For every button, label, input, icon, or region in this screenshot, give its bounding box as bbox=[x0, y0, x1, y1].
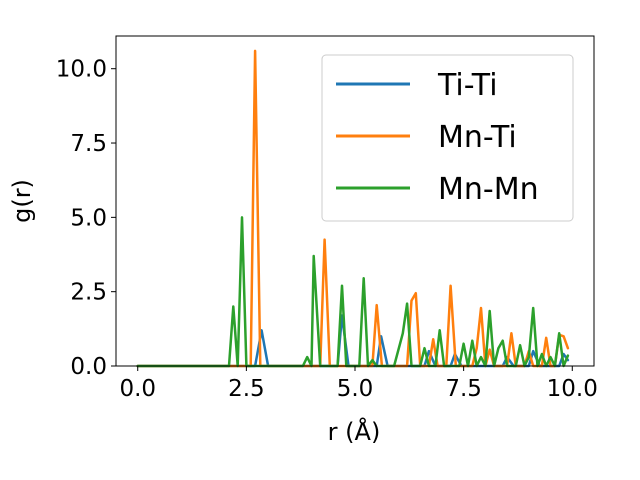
legend-label-mn-ti: Mn-Ti bbox=[438, 120, 517, 155]
x-tick-label: 7.5 bbox=[445, 376, 482, 402]
series-line-mn-mn bbox=[136, 216, 570, 368]
x-tick-label: 2.5 bbox=[228, 376, 265, 402]
x-tick-label: 10.0 bbox=[547, 376, 598, 402]
legend-box bbox=[321, 54, 574, 222]
y-axis-label: g(r) bbox=[8, 179, 36, 223]
y-tick-label: 0.0 bbox=[70, 354, 107, 380]
y-tick-label: 10.0 bbox=[56, 57, 107, 83]
x-axis-label: r (Å) bbox=[328, 417, 381, 446]
legend: Ti-Ti Mn-Ti Mn-Mn bbox=[321, 54, 574, 222]
legend-label-mn-mn: Mn-Mn bbox=[438, 172, 539, 207]
legend-label-ti-ti: Ti-Ti bbox=[437, 68, 498, 103]
y-tick-label: 5.0 bbox=[70, 205, 107, 231]
ticks-layer: 0.0 2.5 5.0 7.5 10.0 0.0 2.5 5.0 7.5 10.0 bbox=[56, 57, 598, 402]
y-tick-label: 2.5 bbox=[70, 280, 107, 306]
y-tick-label: 7.5 bbox=[70, 131, 107, 157]
x-tick-label: 0.0 bbox=[119, 376, 156, 402]
x-tick-label: 5.0 bbox=[337, 376, 374, 402]
